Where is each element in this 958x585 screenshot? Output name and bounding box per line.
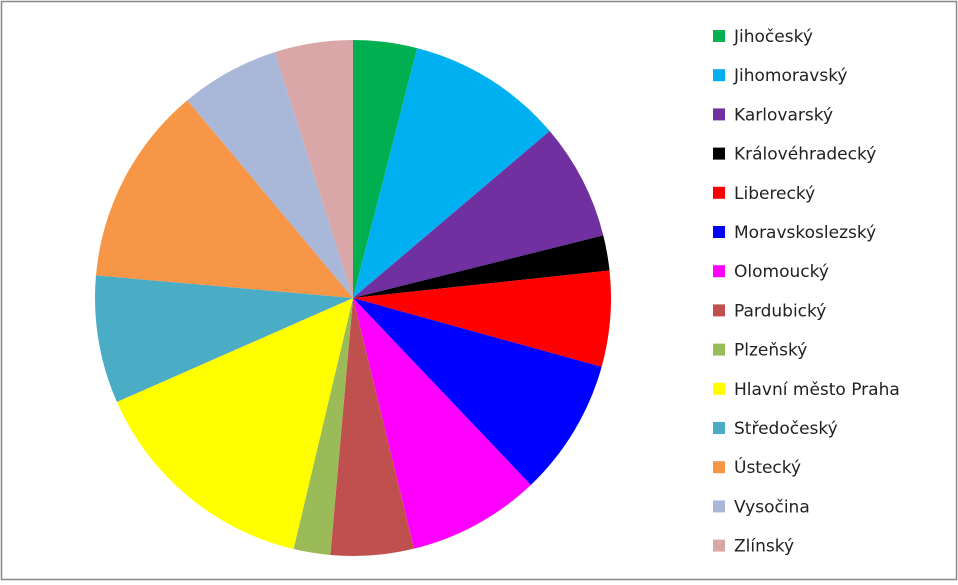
pie-slice (353, 298, 602, 485)
legend-swatch (713, 186, 725, 199)
legend-swatch (713, 343, 725, 356)
pie-slice (353, 40, 418, 298)
pie-slice (116, 298, 354, 550)
legend-label: Vysočina (734, 497, 810, 517)
legend-label: Ústecký (734, 456, 801, 478)
pie-slice (274, 40, 353, 298)
legend-label: Olomoucký (734, 262, 829, 282)
legend-swatch (713, 500, 725, 513)
legend-swatch (713, 265, 725, 278)
legend-swatch (713, 422, 725, 434)
legend-label: Karlovarský (734, 105, 833, 125)
legend-label: Moravskoslezský (734, 223, 876, 243)
legend-swatch (713, 30, 725, 42)
legend-label: Středočeský (734, 419, 838, 439)
legend-label: Liberecký (734, 184, 815, 204)
pie-slice (187, 52, 353, 298)
pie-slice (94, 275, 353, 402)
legend-label: Zlínský (734, 537, 794, 557)
pie-slice (353, 235, 610, 298)
legend-label: Pardubický (734, 301, 826, 321)
legend-swatch (713, 382, 725, 395)
legend-swatch (713, 539, 725, 552)
pie-slice (353, 298, 531, 549)
legend-swatch (713, 69, 725, 82)
pie-slice (95, 100, 353, 298)
legend-label: Jihočeský (733, 27, 813, 47)
pie-slice (353, 270, 611, 367)
legend-swatch (713, 108, 725, 121)
legend-swatch (713, 304, 725, 317)
pie-slice (330, 298, 415, 556)
pie-slice (293, 298, 353, 556)
legend-label: Plzeňský (734, 341, 807, 361)
legend-swatch (713, 461, 725, 474)
pie-slice (353, 131, 604, 298)
legend-swatch (713, 147, 725, 160)
legend-label: Hlavní město Praha (734, 380, 900, 400)
legend-label: Královéhradecký (734, 145, 876, 165)
legend-label: Jihomoravský (733, 66, 848, 86)
pie-slice (353, 48, 550, 298)
legend-swatch (713, 226, 725, 238)
